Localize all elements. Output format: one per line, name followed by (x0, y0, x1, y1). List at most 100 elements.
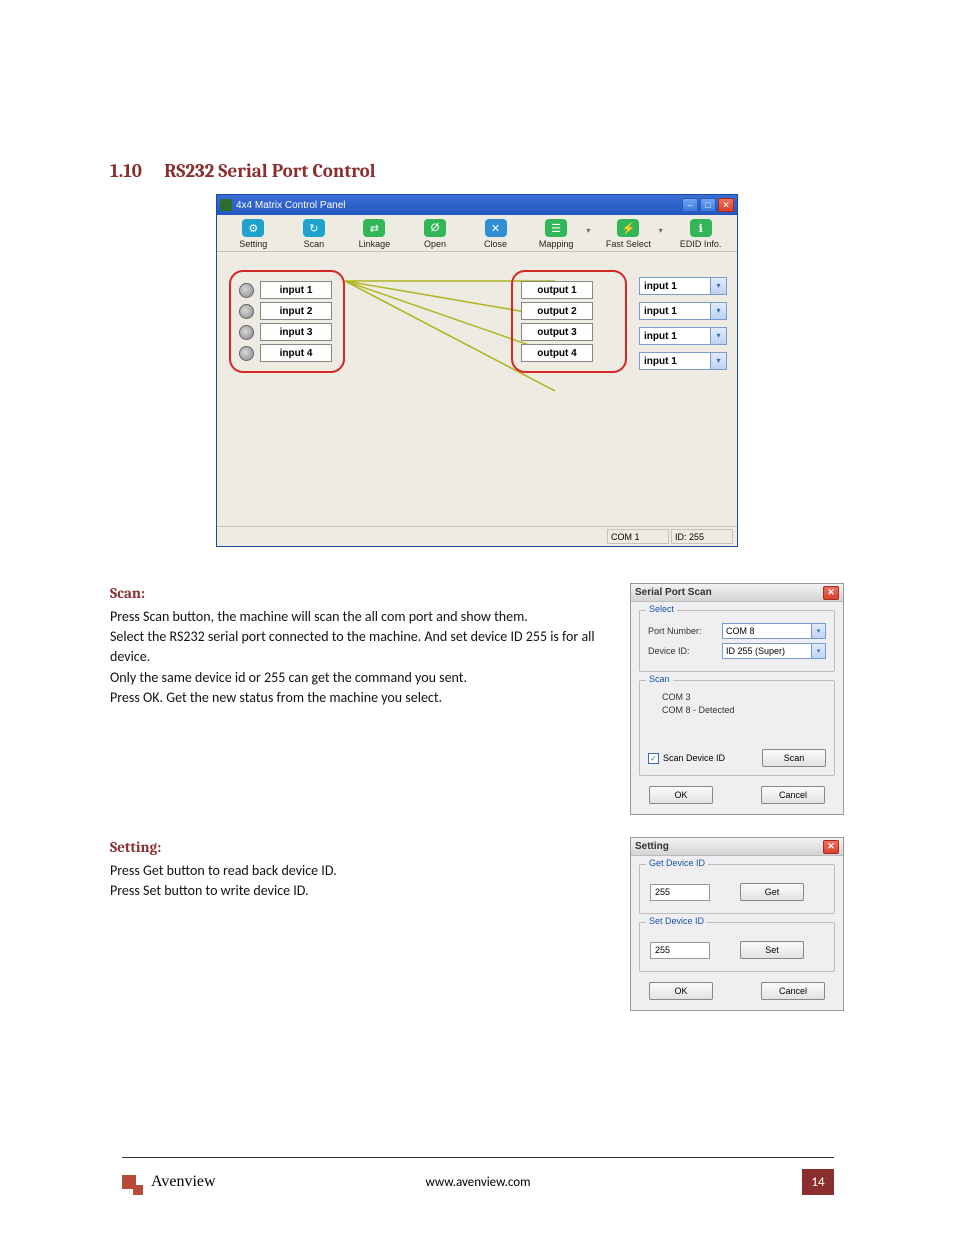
set-fieldset: Set Device ID 255 Set (639, 922, 835, 972)
setting-section: Setting: Press Get button to read back d… (110, 837, 844, 1011)
section-heading: 1.10 RS232 Serial Port Control (110, 160, 844, 182)
output-4-select[interactable]: input 1▾ (639, 352, 727, 370)
output-row-3: output 3 (521, 323, 617, 341)
dlg-close-button[interactable]: ✕ (823, 586, 839, 600)
close-button[interactable]: ✕ (718, 198, 734, 212)
selection-column: input 1▾input 1▾input 1▾input 1▾ (639, 270, 727, 377)
app-icon (220, 199, 232, 211)
maximize-button[interactable]: □ (700, 198, 716, 212)
chevron-down-icon[interactable]: ▾ (711, 302, 727, 320)
toolbar-linkage[interactable]: ⇄Linkage (344, 219, 405, 249)
footer: Avenview www.avenview.com 14 (122, 1169, 834, 1195)
scan-p2: Select the RS232 serial port connected t… (110, 627, 612, 668)
input-label: input 1 (260, 281, 332, 299)
radio-icon[interactable] (239, 283, 254, 298)
radio-icon[interactable] (239, 325, 254, 340)
chk-label: Scan Device ID (663, 753, 725, 763)
minimize-button[interactable]: – (682, 198, 698, 212)
input-row-1[interactable]: input 1 (239, 281, 335, 299)
spacer (217, 472, 737, 526)
select-value: input 1 (639, 302, 711, 320)
cancel-button[interactable]: Cancel (761, 786, 825, 804)
input-row-3[interactable]: input 3 (239, 323, 335, 341)
select-value: input 1 (639, 352, 711, 370)
inputs-group: input 1 input 2 input 3 input 4 (229, 270, 345, 373)
brand: Avenview (151, 1173, 216, 1191)
scan-p3: Only the same device id or 255 can get t… (110, 668, 612, 688)
dlg-close-button[interactable]: ✕ (823, 840, 839, 854)
select-value: input 1 (639, 327, 711, 345)
port-label: Port Number: (648, 626, 716, 636)
checkbox-icon: ✓ (648, 753, 659, 764)
toolbar-scan[interactable]: ↻Scan (284, 219, 345, 249)
setting-p2: Press Set button to write device ID. (110, 881, 612, 901)
footer-divider (122, 1157, 834, 1158)
output-label: output 1 (521, 281, 593, 299)
select-legend: Select (646, 604, 677, 614)
output-2-select[interactable]: input 1▾ (639, 302, 727, 320)
set-value[interactable]: 255 (650, 942, 710, 959)
scan-fieldset: Scan COM 3 COM 8 - Detected ✓ Scan Devic… (639, 680, 835, 776)
status-id: ID: 255 (671, 529, 733, 544)
output-row-2: output 2 (521, 302, 617, 320)
port-value: COM 8 (722, 623, 812, 639)
input-row-2[interactable]: input 2 (239, 302, 335, 320)
set-legend: Set Device ID (646, 916, 707, 926)
set-button[interactable]: Set (740, 941, 804, 959)
scan-legend: Scan (646, 674, 673, 684)
cancel-button[interactable]: Cancel (761, 982, 825, 1000)
get-value[interactable]: 255 (650, 884, 710, 901)
scan-tree: COM 3 COM 8 - Detected (648, 689, 826, 745)
scan-p4: Press OK. Get the new status from the ma… (110, 688, 612, 708)
radio-icon[interactable] (239, 346, 254, 361)
chevron-down-icon[interactable]: ▾ (812, 623, 826, 639)
chevron-down-icon[interactable]: ▾ (711, 327, 727, 345)
get-button[interactable]: Get (740, 883, 804, 901)
toolbar-setting[interactable]: ⚙Setting (223, 219, 284, 249)
chevron-down-icon[interactable]: ▾ (711, 277, 727, 295)
input-label: input 3 (260, 323, 332, 341)
output-row-1: output 1 (521, 281, 617, 299)
input-label: input 4 (260, 344, 332, 362)
scan-heading: Scan: (110, 583, 612, 605)
logo-icon (122, 1175, 143, 1189)
serial-port-scan-dialog: Serial Port Scan ✕ Select Port Number: CO… (630, 583, 844, 815)
tree-item: COM 8 - Detected (654, 704, 820, 717)
device-label: Device ID: (648, 646, 716, 656)
output-label: output 4 (521, 344, 593, 362)
toolbar-close[interactable]: ✕Close (465, 219, 526, 249)
select-value: input 1 (639, 277, 711, 295)
routing-canvas: input 1 input 2 input 3 input 4 output 1 out… (217, 252, 737, 472)
get-legend: Get Device ID (646, 858, 708, 868)
ok-button[interactable]: OK (649, 982, 713, 1000)
scan-device-checkbox[interactable]: ✓ Scan Device ID (648, 753, 725, 764)
input-label: input 2 (260, 302, 332, 320)
scan-button[interactable]: Scan (762, 749, 826, 767)
toolbar-fast-select[interactable]: ⚡Fast Select (598, 219, 659, 249)
device-combo[interactable]: ID 255 (Super)▾ (722, 643, 826, 659)
device-value: ID 255 (Super) (722, 643, 812, 659)
toolbar-mapping[interactable]: ☰Mapping (526, 219, 587, 249)
ok-button[interactable]: OK (649, 786, 713, 804)
input-row-4[interactable]: input 4 (239, 344, 335, 362)
output-1-select[interactable]: input 1▾ (639, 277, 727, 295)
chevron-down-icon[interactable]: ▾ (711, 352, 727, 370)
port-combo[interactable]: COM 8▾ (722, 623, 826, 639)
toolbar-open[interactable]: ØOpen (405, 219, 466, 249)
footer-site: www.avenview.com (426, 1175, 531, 1190)
chevron-down-icon[interactable]: ▾ (812, 643, 826, 659)
main-window: 4x4 Matrix Control Panel – □ ✕ ⚙Setting↻… (216, 194, 738, 547)
get-fieldset: Get Device ID 255 Get (639, 864, 835, 914)
heading-text: RS232 Serial Port Control (164, 160, 375, 182)
toolbar-edid-info-[interactable]: ℹEDID Info. (670, 219, 731, 249)
radio-icon[interactable] (239, 304, 254, 319)
scan-p1: Press Scan button, the machine will scan… (110, 607, 612, 627)
output-label: output 2 (521, 302, 593, 320)
setting-heading: Setting: (110, 837, 612, 859)
output-3-select[interactable]: input 1▾ (639, 327, 727, 345)
dlg-title: Serial Port Scan (635, 587, 712, 598)
scan-section: Scan: Press Scan button, the machine wil… (110, 583, 844, 815)
statusbar: COM 1 ID: 255 (217, 526, 737, 546)
dlg-title: Setting (635, 841, 669, 852)
tree-item: COM 3 (654, 691, 820, 704)
